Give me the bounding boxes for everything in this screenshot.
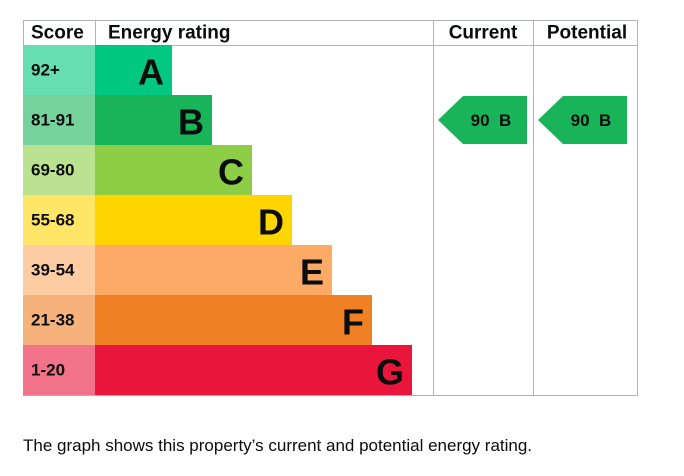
score-cell [23, 195, 95, 245]
band-letter: F [342, 302, 364, 343]
band-letter: D [258, 202, 284, 243]
rating-bar [95, 45, 172, 95]
rating-bar [95, 345, 412, 395]
potential-letter: B [599, 111, 611, 130]
current-label: 90 B [471, 111, 512, 130]
potential-score: 90 [571, 111, 590, 130]
band-letter: G [376, 352, 404, 393]
rating-bar [95, 295, 372, 345]
band-letter: B [178, 102, 204, 143]
header-score: Score [31, 23, 84, 44]
band-letter: E [300, 252, 324, 293]
current-score: 90 [471, 111, 490, 130]
potential-label: 90 B [571, 111, 612, 130]
score-range: 1-20 [31, 361, 65, 380]
rating-bar [95, 145, 252, 195]
score-range: 21-38 [31, 311, 74, 330]
rating-bar [95, 195, 292, 245]
rating-bar [95, 245, 332, 295]
score-cell [23, 345, 95, 395]
current-arrow [438, 96, 527, 144]
score-cell [23, 295, 95, 345]
score-range: 81-91 [31, 111, 74, 130]
band-letter: A [138, 52, 164, 93]
rating-bar [95, 95, 212, 145]
score-range: 92+ [31, 61, 60, 80]
potential-arrow [538, 96, 627, 144]
score-cell [23, 245, 95, 295]
header-potential: Potential [547, 23, 627, 44]
score-range: 55-68 [31, 211, 74, 230]
score-cell [23, 145, 95, 195]
score-cell [23, 95, 95, 145]
header-energy-rating: Energy rating [108, 23, 230, 44]
band-letter: C [218, 152, 244, 193]
header-current: Current [449, 23, 518, 44]
caption: The graph shows this property’s current … [23, 436, 532, 455]
current-letter: B [499, 111, 511, 130]
score-range: 39-54 [31, 261, 75, 280]
score-cell [23, 45, 95, 95]
score-range: 69-80 [31, 161, 74, 180]
